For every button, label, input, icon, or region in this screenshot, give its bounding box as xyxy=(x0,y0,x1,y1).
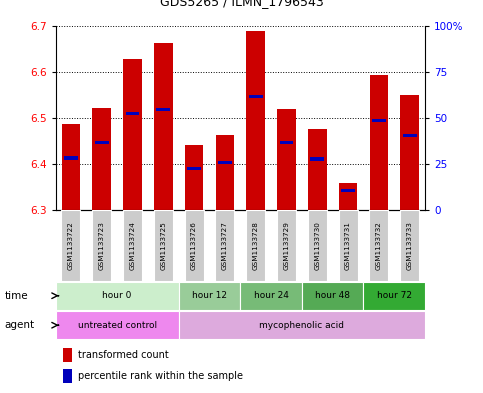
Text: GSM1133731: GSM1133731 xyxy=(345,221,351,270)
Bar xyxy=(185,145,203,210)
Bar xyxy=(56,311,179,339)
Text: GSM1133727: GSM1133727 xyxy=(222,221,228,270)
Bar xyxy=(369,75,388,210)
Bar xyxy=(95,141,109,144)
Text: hour 48: hour 48 xyxy=(315,291,350,300)
Text: hour 24: hour 24 xyxy=(254,291,288,300)
Bar xyxy=(308,210,327,281)
Bar xyxy=(218,161,232,164)
Text: GSM1133729: GSM1133729 xyxy=(284,221,289,270)
Text: percentile rank within the sample: percentile rank within the sample xyxy=(78,371,243,381)
Bar xyxy=(280,141,293,144)
Text: hour 0: hour 0 xyxy=(102,291,132,300)
Bar xyxy=(240,281,302,310)
Bar xyxy=(372,119,386,122)
Text: mycophenolic acid: mycophenolic acid xyxy=(259,321,344,330)
Bar xyxy=(187,167,201,170)
Bar xyxy=(179,311,425,339)
Bar xyxy=(179,281,240,310)
Bar xyxy=(64,156,78,160)
Bar xyxy=(92,210,111,281)
Bar xyxy=(123,59,142,210)
Bar xyxy=(62,124,80,210)
Bar xyxy=(156,108,170,111)
Bar xyxy=(277,210,296,281)
Text: time: time xyxy=(5,291,28,301)
Bar xyxy=(154,43,172,210)
Bar xyxy=(403,134,416,137)
Bar xyxy=(63,369,72,383)
Bar xyxy=(56,281,179,310)
Bar xyxy=(339,210,357,281)
Bar xyxy=(92,108,111,210)
Bar xyxy=(215,210,234,281)
Text: GSM1133722: GSM1133722 xyxy=(68,221,74,270)
Bar xyxy=(364,281,425,310)
Bar xyxy=(246,31,265,210)
Bar xyxy=(400,210,419,281)
Bar xyxy=(400,95,419,210)
Bar xyxy=(308,129,327,210)
Text: GSM1133728: GSM1133728 xyxy=(253,221,259,270)
Bar xyxy=(339,184,357,210)
Text: untreated control: untreated control xyxy=(78,321,156,330)
Bar xyxy=(185,210,204,281)
Bar xyxy=(341,189,355,192)
Bar xyxy=(369,210,388,281)
Text: GSM1133723: GSM1133723 xyxy=(99,221,105,270)
Bar xyxy=(215,135,234,210)
Bar xyxy=(154,210,173,281)
Text: hour 12: hour 12 xyxy=(192,291,227,300)
Bar xyxy=(63,348,72,362)
Text: GSM1133733: GSM1133733 xyxy=(407,221,412,270)
Text: agent: agent xyxy=(5,320,35,330)
Text: transformed count: transformed count xyxy=(78,350,169,360)
Text: GSM1133730: GSM1133730 xyxy=(314,221,320,270)
Text: GSM1133726: GSM1133726 xyxy=(191,221,197,270)
Bar xyxy=(61,210,81,281)
Text: GSM1133725: GSM1133725 xyxy=(160,221,166,270)
Bar xyxy=(302,281,364,310)
Text: GSM1133724: GSM1133724 xyxy=(129,221,136,270)
Text: GDS5265 / ILMN_1796543: GDS5265 / ILMN_1796543 xyxy=(159,0,324,8)
Bar xyxy=(246,210,265,281)
Bar xyxy=(123,210,142,281)
Bar xyxy=(126,112,140,116)
Bar xyxy=(277,109,296,210)
Bar xyxy=(311,157,324,161)
Text: GSM1133732: GSM1133732 xyxy=(376,221,382,270)
Text: hour 72: hour 72 xyxy=(377,291,412,300)
Bar xyxy=(249,95,263,98)
